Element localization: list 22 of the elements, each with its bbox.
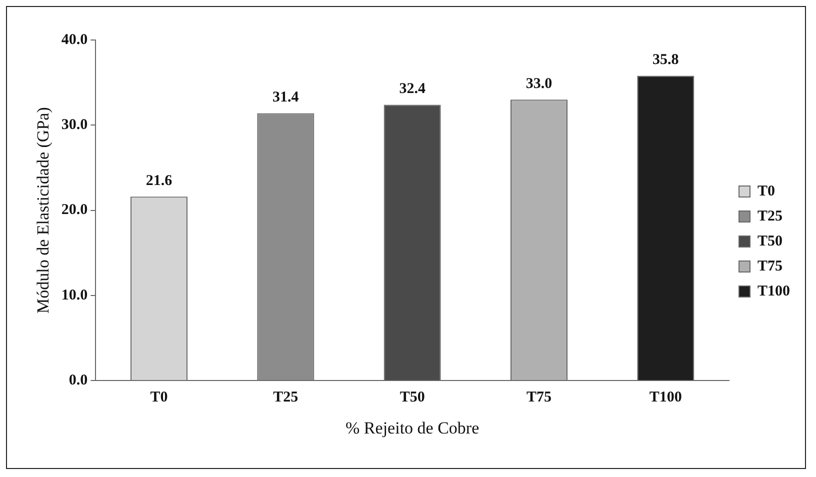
x-tick-label: T50 xyxy=(400,389,425,406)
legend-label: T100 xyxy=(757,283,790,300)
y-tick-label: 30.0 xyxy=(61,117,88,134)
x-tick-label: T75 xyxy=(526,389,552,406)
x-tick-label: T25 xyxy=(273,389,298,406)
legend-label: T50 xyxy=(757,233,783,250)
y-tick-label: 20.0 xyxy=(61,202,88,218)
y-tick-label: 40.0 xyxy=(61,32,88,48)
x-tick-label: T100 xyxy=(649,389,682,406)
legend-label: T75 xyxy=(757,258,783,274)
data-label: 33.0 xyxy=(526,76,552,92)
y-tick-label: 0.0 xyxy=(68,372,88,388)
legend-label: T25 xyxy=(757,208,783,224)
data-label: 31.4 xyxy=(272,90,300,106)
x-axis-title: % Rejeito de Cobre xyxy=(346,418,480,438)
data-label: 32.4 xyxy=(399,81,426,98)
y-tick-label: 10.0 xyxy=(61,287,88,304)
data-label: 21.6 xyxy=(146,173,173,190)
x-tick-label: T0 xyxy=(150,389,168,406)
legend-label: T0 xyxy=(757,183,776,200)
data-label: 35.8 xyxy=(652,52,679,68)
y-axis-title: Módulo de Elasticidade (GPa) xyxy=(34,107,53,314)
